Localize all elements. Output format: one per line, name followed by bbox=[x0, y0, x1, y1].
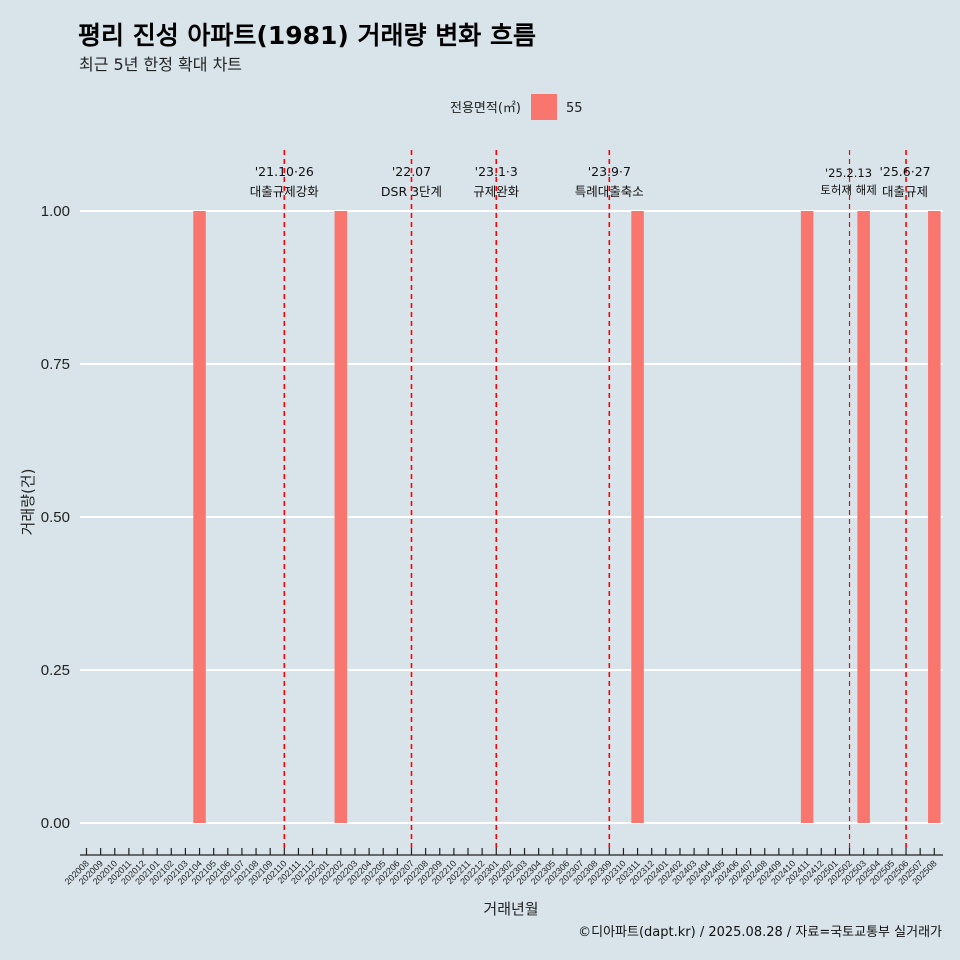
legend-title: 전용면적(㎡) bbox=[450, 101, 521, 116]
event-desc-label: 대출규제 bbox=[882, 184, 928, 199]
bar-202311 bbox=[631, 211, 644, 823]
bar-202202 bbox=[334, 211, 348, 823]
event-desc-label: 토허제 해제 bbox=[820, 183, 877, 197]
bar-202503 bbox=[857, 211, 870, 823]
event-desc-label: DSR 3단계 bbox=[381, 184, 442, 199]
bar-202411 bbox=[800, 211, 814, 823]
y-tick-label: 0.25 bbox=[41, 662, 70, 679]
y-tick-label: 0.75 bbox=[41, 356, 70, 373]
legend: 전용면적(㎡) 55 bbox=[450, 94, 583, 120]
event-date-label: '23.9·7 bbox=[588, 164, 631, 179]
y-tick-label: 0.00 bbox=[41, 815, 70, 832]
legend-label: 55 bbox=[566, 101, 583, 116]
y-tick-label: 0.50 bbox=[41, 509, 70, 526]
caption: ©디아파트(dapt.kr) / 2025.08.28 / 자료=국토교통부 실… bbox=[578, 925, 942, 940]
chart-subtitle: 최근 5년 한정 확대 차트 bbox=[79, 55, 242, 74]
y-tick-label: 1.00 bbox=[41, 203, 70, 220]
bars bbox=[193, 211, 941, 823]
bar-202104 bbox=[193, 211, 206, 823]
event-date-label: '25.6·27 bbox=[879, 164, 930, 179]
grid-lines bbox=[80, 210, 943, 824]
bar-202508 bbox=[928, 211, 941, 823]
x-axis-title: 거래년월 bbox=[483, 900, 538, 918]
event-desc-label: 특례대출축소 bbox=[575, 184, 644, 199]
event-date-label: '23.1·3 bbox=[475, 164, 518, 179]
y-axis-title: 거래량(건) bbox=[19, 469, 37, 536]
chart-title: 평리 진성 아파트(1981) 거래량 변화 흐름 bbox=[78, 21, 536, 50]
event-lines: '21.10·26 대출규제강화 '22.07 DSR 3단계 '23.1·3 규제완화 '… bbox=[250, 150, 931, 852]
event-desc-label: 대출규제강화 bbox=[250, 184, 320, 199]
event-date-label: '25.2.13 bbox=[825, 166, 872, 180]
event-date-label: '22.07 bbox=[392, 164, 431, 179]
y-axis-ticks: 0.00 0.25 0.50 0.75 1.00 bbox=[41, 203, 70, 832]
event-desc-label: 규제완화 bbox=[473, 184, 520, 199]
event-date-label: '21.10·26 bbox=[255, 164, 314, 179]
legend-swatch bbox=[531, 94, 557, 120]
